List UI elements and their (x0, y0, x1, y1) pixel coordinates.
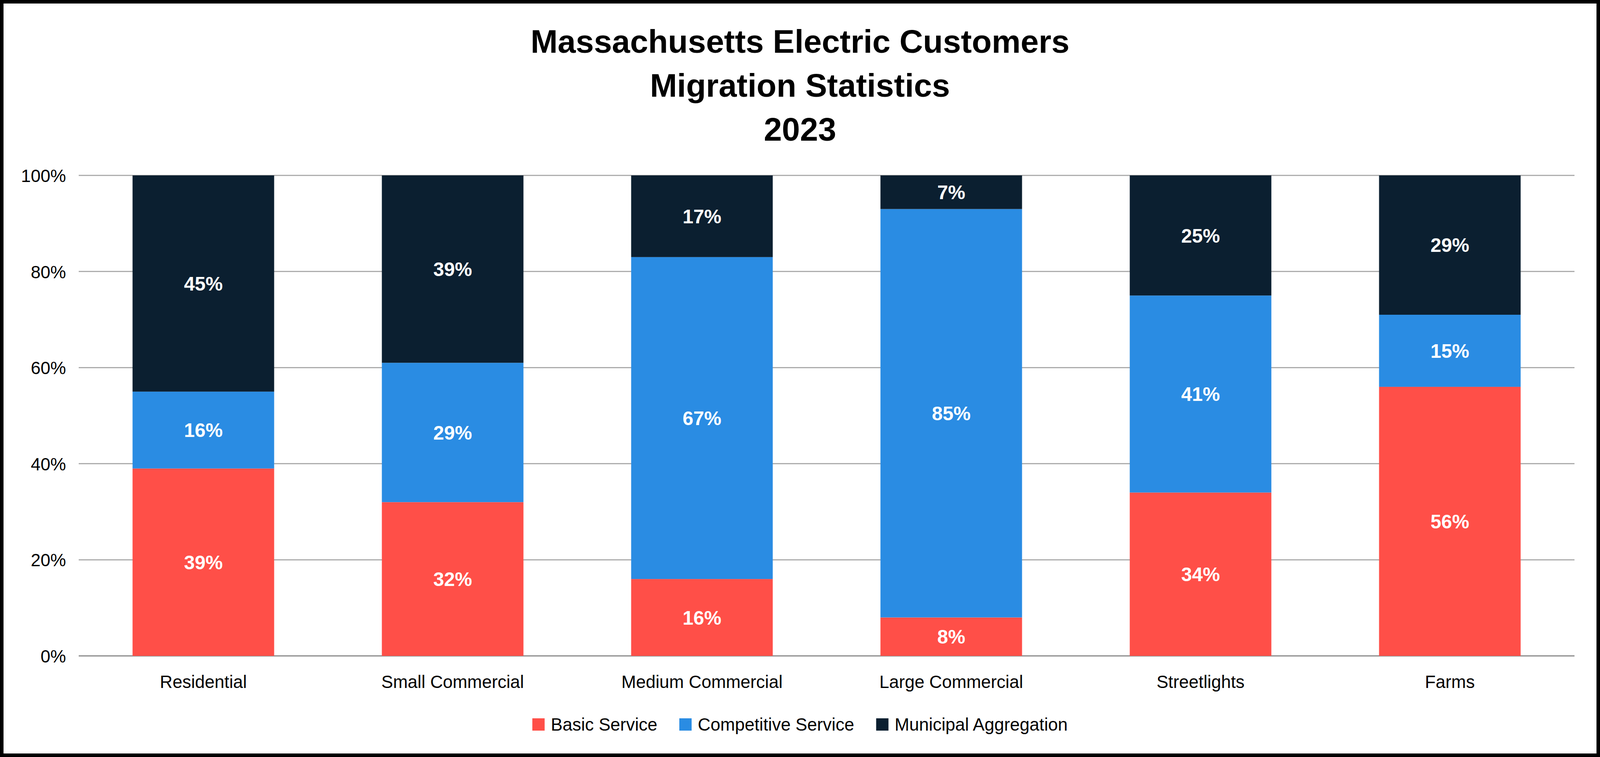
data-label: 29% (1430, 234, 1469, 256)
data-label: 34% (1180, 563, 1220, 586)
x-tick-label: Small Commercial (381, 672, 525, 692)
data-label: 17% (682, 205, 722, 228)
data-label: 16% (682, 607, 722, 629)
grid-line (78, 463, 1575, 465)
grid-line (78, 559, 1575, 561)
bar-segment (1129, 492, 1272, 657)
bar-segment (630, 579, 773, 657)
title: Massachusetts Electric Customers (530, 23, 1070, 60)
bar-segment (630, 257, 773, 580)
data-label: 39% (433, 258, 472, 281)
data-label: 16% (183, 419, 223, 442)
x-tick-label: Large Commercial (879, 672, 1024, 692)
background (0, 0, 1600, 757)
chart: Massachusetts Electric Customers Migratio… (0, 0, 1600, 757)
legend-swatch (679, 718, 692, 731)
data-label: 67% (682, 407, 722, 430)
bar-segment (1378, 175, 1521, 315)
x-tick-label: Farms (1425, 672, 1475, 692)
legend-label: Municipal Aggregation (894, 714, 1068, 735)
bar-segment (880, 617, 1022, 657)
bar-segment (1378, 386, 1521, 657)
grid-line (78, 367, 1575, 369)
x-axis-line (78, 655, 1575, 657)
title: Migration Statistics (649, 67, 951, 104)
y-tick-label: 0% (40, 646, 66, 667)
data-label: 41% (1180, 383, 1220, 405)
bar-segment (1129, 175, 1272, 296)
border (1, 1, 1599, 756)
data-label: 7% (937, 181, 966, 204)
data-labels: 39% 16% 45% 32% 29% 39% 16% 67% 17% 8% 85% 7% 34% 41%… (183, 181, 1469, 648)
bar-segment (630, 175, 773, 258)
y-tick-label: 40% (30, 454, 66, 474)
bar-segment (880, 209, 1022, 618)
grid-line (78, 270, 1575, 273)
y-tick-label: 100% (21, 166, 66, 186)
data-label: 45% (183, 273, 223, 295)
bar-segment (1378, 314, 1521, 387)
x-tick-label: Medium Commercial (621, 672, 783, 692)
data-label: 29% (433, 422, 472, 444)
legend-label: Basic Service (550, 714, 658, 735)
bars (132, 175, 1521, 657)
bar-segment (132, 175, 274, 392)
data-label: 25% (1180, 225, 1220, 247)
bar-segment (381, 362, 524, 503)
x-tick-label: Residential (160, 672, 248, 692)
legend: Basic Service Competitive Service Municipa… (532, 714, 1068, 735)
y-tick-label: 20% (30, 550, 66, 570)
title: 2023 (763, 111, 837, 148)
data-label: 85% (931, 402, 971, 425)
y-tick-label: 80% (30, 262, 66, 282)
bar-segment (132, 468, 274, 657)
bar-segment (1129, 295, 1272, 493)
bar-segment (132, 391, 274, 469)
data-label: 39% (183, 551, 223, 574)
data-label: 8% (937, 626, 966, 648)
y-tick-label: 60% (30, 358, 66, 378)
legend-swatch (532, 718, 545, 731)
data-label: 32% (433, 568, 472, 591)
data-label: 56% (1430, 510, 1469, 533)
data-label: 15% (1430, 340, 1469, 362)
grid-line (78, 174, 1575, 177)
grid-line (78, 655, 1575, 657)
x-tick-label: Streetlights (1156, 672, 1245, 692)
legend-swatch (876, 718, 889, 731)
bar-segment (381, 502, 524, 657)
legend-label: Competitive Service (697, 714, 855, 735)
bar-segment (880, 175, 1022, 210)
bar-segment (381, 175, 524, 363)
